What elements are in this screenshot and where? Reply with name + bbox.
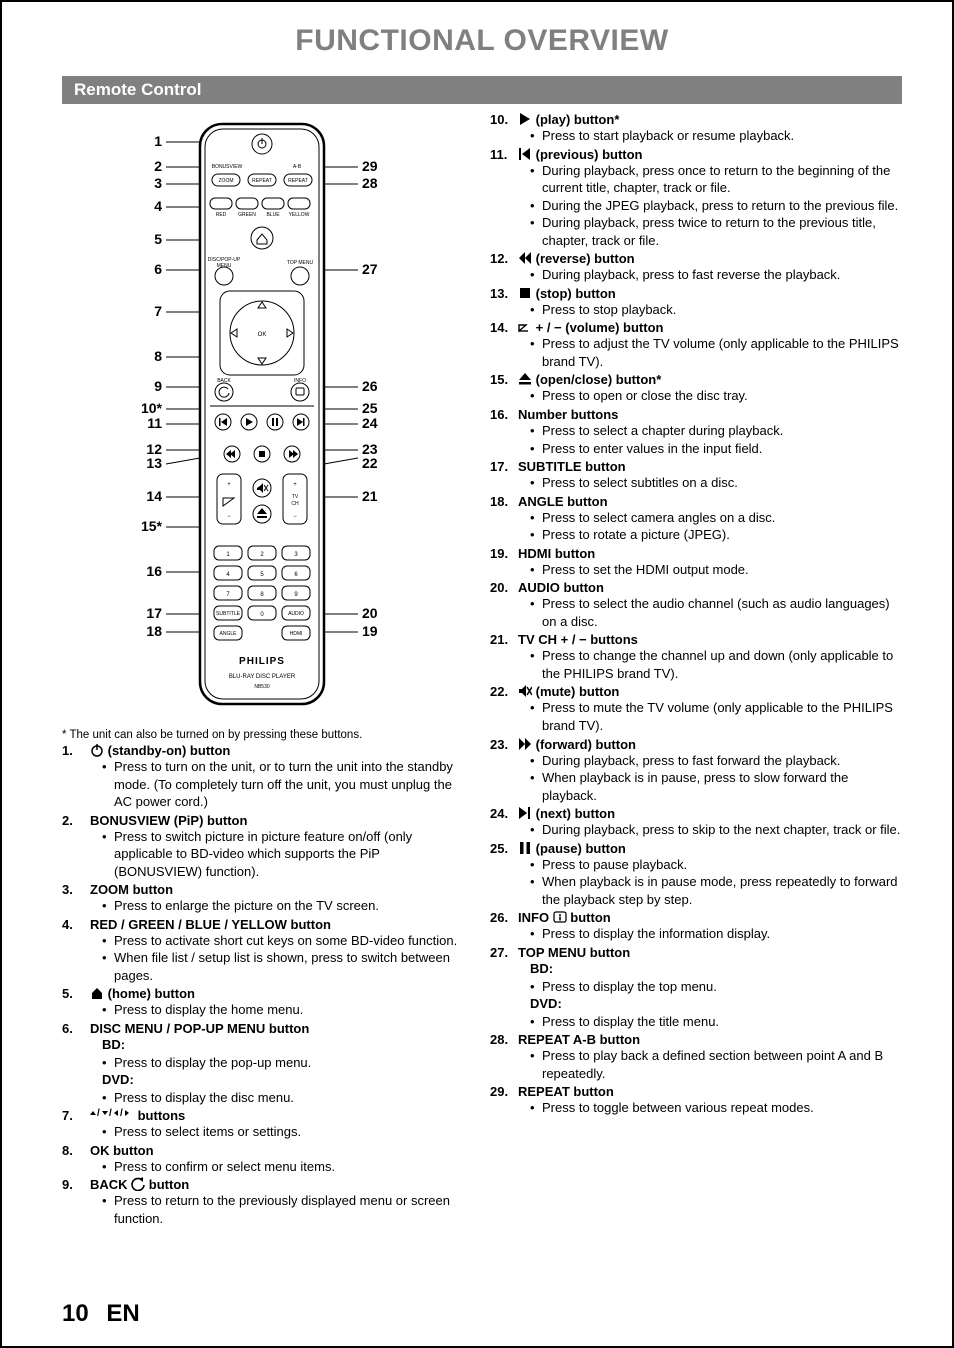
list-item: 11. (previous) buttonDuring playback, pr… (490, 147, 902, 250)
svg-text:OK: OK (258, 332, 267, 338)
section-heading: Remote Control (62, 76, 902, 104)
list-item: 17.SUBTITLE buttonPress to select subtit… (490, 459, 902, 492)
list-item: 19.HDMI buttonPress to set the HDMI outp… (490, 546, 902, 579)
svg-text:BONUSVIEW: BONUSVIEW (212, 164, 243, 170)
list-item: 6.DISC MENU / POP-UP MENU buttonBD:Press… (62, 1021, 462, 1106)
svg-text:REPEAT: REPEAT (252, 178, 272, 184)
right-item-list: 10. (play) button*Press to start playbac… (490, 112, 902, 1117)
svg-text:BLU-RAY DISC PLAYER: BLU-RAY DISC PLAYER (229, 674, 296, 680)
list-item: 20.AUDIO buttonPress to select the audio… (490, 580, 902, 630)
svg-text:14: 14 (146, 488, 162, 504)
list-item: 8.OK buttonPress to confirm or select me… (62, 1143, 462, 1176)
svg-text:SUBTITLE: SUBTITLE (216, 611, 241, 617)
page-title: FUNCTIONAL OVERVIEW (62, 24, 902, 58)
svg-text:GREEN: GREEN (238, 212, 256, 218)
svg-text:17: 17 (146, 605, 162, 621)
left-item-list: 1. (standby-on) buttonPress to turn on t… (62, 743, 462, 1227)
svg-text:25: 25 (362, 400, 378, 416)
svg-text:22: 22 (362, 455, 378, 471)
svg-text:AUDIO: AUDIO (288, 611, 304, 617)
svg-text:18: 18 (146, 623, 162, 639)
svg-text:HDMI: HDMI (290, 631, 303, 637)
right-callouts: 29 28 27 26 25 24 23 22 21 20 19 (324, 158, 378, 639)
svg-text:13: 13 (146, 455, 162, 471)
page-footer: 10 EN (62, 1300, 140, 1328)
list-item: 10. (play) button*Press to start playbac… (490, 112, 902, 145)
svg-text:27: 27 (362, 261, 378, 277)
list-item: 24. (next) buttonDuring playback, press … (490, 806, 902, 839)
svg-text:ANGLE: ANGLE (220, 631, 238, 637)
svg-text:ZOOM: ZOOM (219, 178, 234, 184)
list-item: 25. (pause) buttonPress to pause playbac… (490, 841, 902, 909)
list-item: 9.BACK buttonPress to return to the prev… (62, 1177, 462, 1227)
list-item: 1. (standby-on) buttonPress to turn on t… (62, 743, 462, 811)
right-column: 10. (play) button*Press to start playbac… (490, 112, 902, 1229)
svg-text:NB530: NB530 (254, 684, 270, 690)
content-columns: 1 2 3 4 5 6 7 8 9 10* 11 12 13 14 (62, 112, 902, 1229)
svg-text:26: 26 (362, 378, 378, 394)
svg-text:YELLOW: YELLOW (289, 212, 310, 218)
page-number: 10 (62, 1300, 89, 1327)
list-item: 3.ZOOM buttonPress to enlarge the pictur… (62, 882, 462, 915)
svg-text:−: − (293, 514, 297, 520)
svg-text:RED: RED (216, 212, 227, 218)
list-item: 16.Number buttonsPress to select a chapt… (490, 407, 902, 457)
svg-text:24: 24 (362, 415, 378, 431)
svg-text:9: 9 (154, 378, 162, 394)
svg-text:TV: TV (292, 494, 299, 500)
remote-diagram: 1 2 3 4 5 6 7 8 9 10* 11 12 13 14 (62, 116, 462, 719)
svg-text:+: + (227, 482, 231, 488)
list-item: 23. (forward) buttonDuring playback, pre… (490, 737, 902, 805)
left-column: 1 2 3 4 5 6 7 8 9 10* 11 12 13 14 (62, 112, 462, 1229)
list-item: 27.TOP MENU buttonBD:Press to display th… (490, 945, 902, 1030)
svg-text:8: 8 (154, 348, 162, 364)
svg-text:11: 11 (147, 415, 162, 431)
list-item: 28.REPEAT A-B buttonPress to play back a… (490, 1032, 902, 1082)
list-item: 29.REPEAT buttonPress to toggle between … (490, 1084, 902, 1117)
svg-text:TOP MENU: TOP MENU (287, 260, 314, 266)
svg-text:−: − (227, 514, 231, 520)
svg-text:10*: 10* (141, 400, 163, 416)
list-item: 5. (home) buttonPress to display the hom… (62, 986, 462, 1019)
svg-text:7: 7 (154, 303, 162, 319)
svg-text:4: 4 (154, 198, 162, 214)
svg-text:16: 16 (146, 563, 162, 579)
manual-page: FUNCTIONAL OVERVIEW Remote Control 1 2 3… (0, 0, 954, 1348)
list-item: 12. (reverse) buttonDuring playback, pre… (490, 251, 902, 284)
list-item: 21.TV CH + / − buttonsPress to change th… (490, 632, 902, 682)
page-lang: EN (106, 1300, 139, 1327)
svg-text:3: 3 (154, 175, 162, 191)
svg-text:BLUE: BLUE (266, 212, 280, 218)
list-item: 4.RED / GREEN / BLUE / YELLOW buttonPres… (62, 917, 462, 985)
list-item: 15. (open/close) button*Press to open or… (490, 372, 902, 405)
svg-text:21: 21 (362, 488, 378, 504)
svg-text:28: 28 (362, 175, 378, 191)
svg-text:REPEAT: REPEAT (288, 178, 308, 184)
svg-text:20: 20 (362, 605, 378, 621)
svg-text:5: 5 (154, 231, 162, 247)
list-item: 26.INFO buttonPress to display the infor… (490, 910, 902, 943)
svg-text:1: 1 (154, 133, 162, 149)
list-item: 18.ANGLE buttonPress to select camera an… (490, 494, 902, 544)
svg-text:19: 19 (362, 623, 378, 639)
list-item: 2.BONUSVIEW (PiP) buttonPress to switch … (62, 813, 462, 881)
list-item: 7. buttonsPress to select items or setti… (62, 1108, 462, 1141)
svg-text:15*: 15* (141, 518, 163, 534)
svg-text:+: + (293, 482, 297, 488)
left-callouts: 1 2 3 4 5 6 7 8 9 10* 11 12 13 14 (141, 133, 200, 639)
list-item: 22. (mute) buttonPress to mute the TV vo… (490, 684, 902, 734)
list-item: 13. (stop) buttonPress to stop playback. (490, 286, 902, 319)
svg-text:A-B: A-B (293, 164, 302, 170)
svg-text:PHILIPS: PHILIPS (239, 656, 285, 667)
svg-text:2: 2 (154, 158, 162, 174)
svg-text:6: 6 (154, 261, 162, 277)
svg-text:CH: CH (291, 501, 299, 507)
footnote: * The unit can also be turned on by pres… (62, 729, 462, 741)
list-item: 14. + / − (volume) buttonPress to adjust… (490, 320, 902, 370)
svg-text:29: 29 (362, 158, 378, 174)
